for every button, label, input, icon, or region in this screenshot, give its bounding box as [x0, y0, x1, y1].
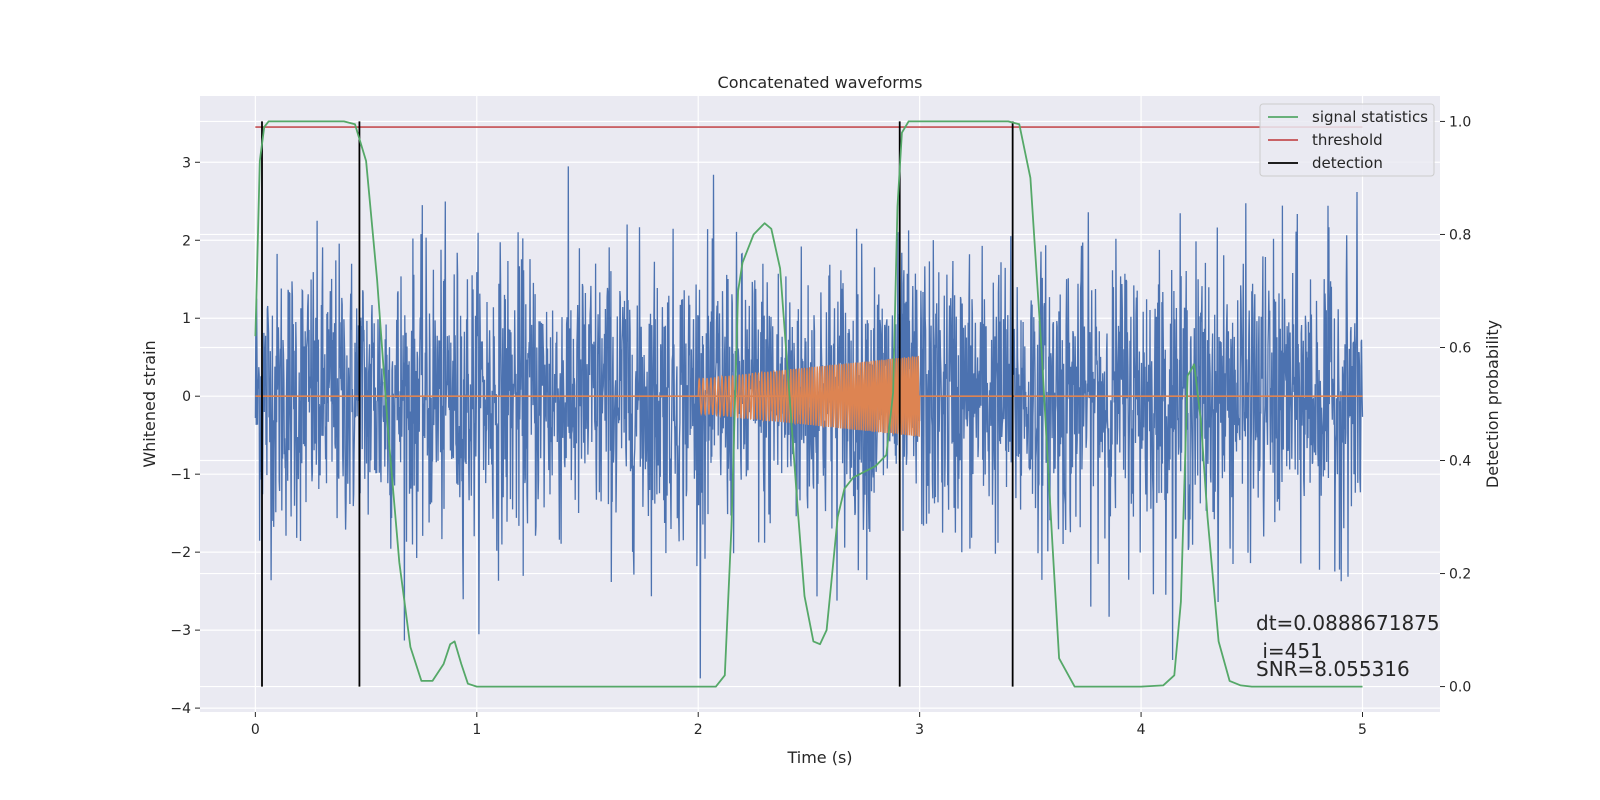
annotation-index: i=451	[1256, 639, 1323, 663]
y-tick-label-left: 2	[182, 233, 191, 249]
annotation-snr: SNR=8.055316	[1256, 657, 1410, 681]
legend: signal statistics threshold detection	[1259, 103, 1435, 177]
y-axis-left-label: Whitened strain	[140, 340, 159, 467]
y-tick-label-left: −4	[170, 701, 191, 717]
chart-title: Concatenated waveforms	[718, 73, 923, 92]
legend-box	[1259, 103, 1435, 177]
x-tick-label: 0	[251, 722, 260, 738]
annotation-dt: dt=0.0888671875	[1256, 611, 1440, 635]
y-tick-label-right: 0.2	[1449, 567, 1471, 583]
y-tick-label-left: −3	[170, 623, 191, 639]
y-tick-label-left: 1	[182, 311, 191, 327]
y-tick-label-right: 1.0	[1449, 114, 1471, 130]
legend-label-threshold: threshold	[1312, 131, 1383, 149]
signal-statistics-series	[254, 120, 1363, 688]
x-axis-label: Time (s)	[786, 748, 852, 767]
y-axis-right-label: Detection probability	[1483, 320, 1502, 488]
y-tick-label-left: −1	[170, 467, 191, 483]
y-tick-label-right: 0.6	[1449, 340, 1471, 356]
y-tick-label-right: 0.4	[1449, 454, 1471, 470]
legend-label-signal-statistics: signal statistics	[1312, 108, 1428, 126]
legend-label-detection: detection	[1312, 154, 1383, 172]
y-tick-label-right: 0.0	[1449, 680, 1471, 696]
y-axis-right: 0.0 0.2 0.4 0.6 0.8 1.0	[1440, 114, 1471, 696]
y-axis-left: −4 −3 −2 −1 0 1 2 3	[170, 155, 200, 717]
x-tick-label: 3	[915, 722, 924, 738]
x-tick-label: 2	[694, 722, 703, 738]
y-tick-label-right: 0.8	[1449, 227, 1471, 243]
x-tick-label: 1	[472, 722, 481, 738]
y-tick-label-left: −2	[170, 545, 191, 561]
y-tick-label-left: 0	[182, 389, 191, 405]
detection-series	[261, 121, 1014, 687]
signal-statistics-line	[254, 120, 1363, 688]
y-tick-label-left: 3	[182, 155, 191, 171]
x-tick-label: 4	[1137, 722, 1146, 738]
x-tick-label: 5	[1358, 722, 1367, 738]
x-axis: 0 1 2 3 4 5	[251, 712, 1367, 738]
